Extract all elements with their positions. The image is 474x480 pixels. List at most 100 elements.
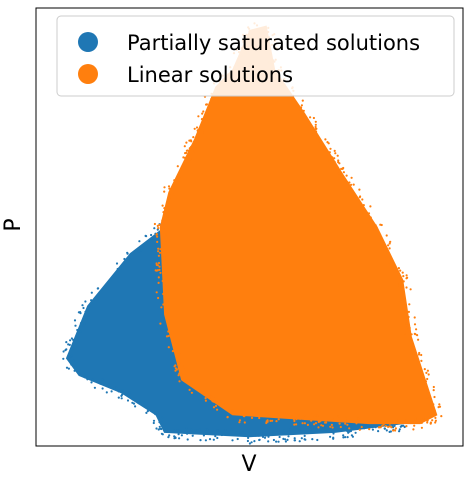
scatter-point	[173, 179, 176, 182]
scatter-point	[301, 422, 304, 425]
scatter-point	[185, 161, 189, 165]
scatter-point	[250, 441, 253, 444]
scatter-point	[153, 222, 156, 226]
scatter-point	[277, 411, 280, 414]
scatter-point	[205, 119, 208, 122]
scatter-point	[329, 425, 332, 428]
legend-marker-linear	[78, 64, 98, 84]
scatter-point	[202, 110, 205, 113]
scatter-point	[384, 424, 387, 428]
scatter-point	[412, 428, 415, 431]
scatter-point	[231, 439, 234, 442]
scatter-point	[78, 372, 81, 375]
scatter-point	[440, 415, 443, 418]
scatter-point	[332, 436, 335, 439]
scatter-point	[83, 322, 86, 326]
scatter-point	[153, 227, 156, 230]
scatter-point	[155, 233, 158, 236]
scatter-point	[147, 406, 150, 409]
scatter-point	[334, 152, 337, 155]
scatter-point	[337, 172, 340, 175]
scatter-point	[157, 227, 160, 230]
scatter-point	[201, 389, 204, 392]
scatter-point	[178, 372, 181, 375]
scatter-point	[162, 292, 165, 296]
scatter-point	[409, 288, 412, 291]
scatter-point	[379, 426, 382, 429]
scatter-point	[213, 98, 216, 101]
scatter-point	[222, 403, 225, 406]
scatter-point	[103, 287, 106, 290]
scatter-point	[160, 306, 163, 309]
scatter-point	[322, 426, 325, 430]
scatter-point	[157, 296, 160, 300]
scatter-point	[290, 413, 294, 416]
scatter-point	[286, 438, 289, 441]
scatter-point	[321, 424, 325, 427]
scatter-point	[121, 393, 124, 396]
scatter-point	[268, 412, 271, 415]
scatter-point	[312, 116, 315, 120]
scatter-point	[275, 429, 278, 432]
legend-frame	[56, 15, 455, 97]
scatter-point	[161, 416, 164, 419]
scatter-point	[385, 234, 388, 237]
scatter-point	[347, 189, 350, 192]
scatter-point	[319, 140, 322, 143]
scatter-point	[163, 255, 166, 258]
scatter-point	[163, 284, 166, 287]
scatter-point	[337, 159, 340, 162]
scatter-point	[70, 337, 73, 340]
scatter-point	[186, 149, 189, 152]
scatter-point	[382, 423, 385, 426]
scatter-point	[360, 425, 363, 429]
scatter-point	[65, 348, 68, 351]
scatter-point	[157, 428, 160, 431]
scatter-point	[220, 433, 223, 437]
scatter-point	[377, 430, 380, 433]
scatter-point	[176, 165, 179, 168]
scatter-point	[293, 423, 296, 426]
scatter-point	[346, 423, 349, 426]
scatter-point	[244, 410, 247, 413]
scatter-point	[403, 323, 406, 326]
scatter-point	[167, 334, 170, 338]
scatter-point	[82, 324, 85, 327]
scatter-point	[137, 402, 140, 405]
scatter-point	[345, 174, 348, 177]
scatter-point	[315, 428, 318, 431]
scatter-point	[178, 380, 181, 383]
scatter-point	[212, 395, 215, 398]
scatter-point	[262, 432, 265, 435]
scatter-point	[432, 389, 435, 392]
scatter-point	[192, 432, 195, 435]
scatter-point	[333, 160, 336, 163]
scatter-point	[316, 414, 319, 417]
scatter-point	[314, 127, 317, 131]
scatter-point	[399, 300, 402, 303]
legend: Partially saturated solutions Linear sol…	[56, 15, 455, 97]
scatter-point	[192, 430, 195, 433]
scatter-point	[143, 401, 146, 404]
scatter-point	[156, 240, 159, 243]
scatter-point	[301, 99, 304, 102]
scatter-point	[226, 416, 229, 419]
scatter-point	[241, 409, 244, 412]
scatter-point	[206, 428, 209, 431]
scatter-point	[174, 436, 177, 439]
scatter-point	[269, 419, 272, 422]
scatter-point	[140, 400, 143, 403]
scatter-point	[416, 417, 419, 420]
scatter-point	[433, 409, 436, 412]
scatter-point	[188, 388, 191, 391]
scatter-point	[84, 300, 87, 303]
scatter-point	[423, 368, 426, 371]
scatter-point	[327, 154, 330, 157]
scatter-point	[371, 420, 374, 423]
scatter-point	[185, 155, 188, 158]
scatter-point	[230, 428, 233, 431]
scatter-point	[161, 279, 164, 283]
scatter-point	[178, 362, 181, 365]
scatter-point	[275, 440, 278, 443]
scatter-point	[271, 419, 274, 422]
